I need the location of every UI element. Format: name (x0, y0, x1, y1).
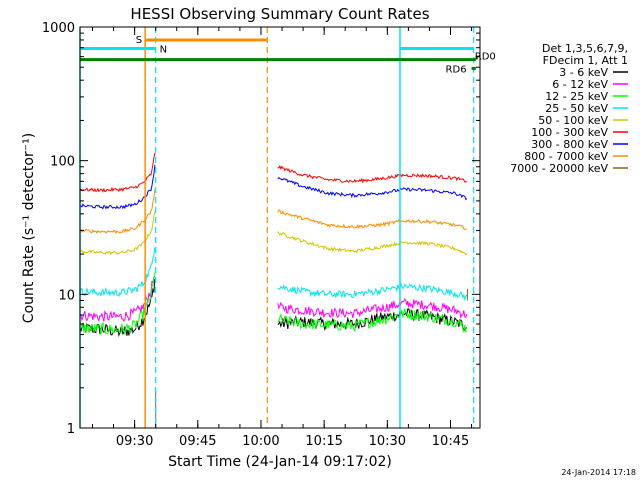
flag-label-n: N (160, 45, 167, 56)
series-300-800-kev-line (79, 164, 156, 210)
series-6-12-kev-line (277, 297, 468, 319)
series-25-50-kev-line (79, 247, 156, 298)
legend-entry-label: 6 - 12 keV (552, 78, 608, 91)
axis-layer: 09:30 09:45 10:00 10:15 10:30 10:45 1 10 100 1000 (42, 21, 480, 449)
y-tick-label: 1000 (42, 21, 75, 36)
y-tick-label: 10 (58, 288, 75, 303)
legend-entry-label: 7000 - 20000 keV (510, 162, 608, 175)
footer-timestamp: 24-Jan-2014 17:18 (561, 468, 636, 477)
flag-label-rd0: RD0 (475, 52, 496, 63)
legend-header: FDecim 1, Att 1 (543, 54, 628, 67)
legend-header: Det 1,3,5,6,7,9, (542, 42, 628, 55)
legend-entry-label: 800 - 7000 keV (524, 150, 608, 163)
series-25-50-kev-line (277, 281, 468, 302)
legend: Det 1,3,5,6,7,9,FDecim 1, Att 13 - 6 keV… (510, 42, 628, 175)
series-12-25-kev-line (79, 272, 156, 336)
x-tick-label: 10:30 (369, 434, 406, 449)
plot-frame (79, 26, 481, 429)
x-tick-label: 10:45 (432, 434, 469, 449)
series-12-25-kev-line (277, 308, 468, 334)
series-100-300-kev-line (277, 165, 467, 184)
series-800-7000-kev-line (277, 209, 468, 231)
x-tick-label: 10:00 (242, 434, 279, 449)
legend-entry-label: 12 - 25 keV (545, 90, 608, 103)
y-tick-label: 1 (67, 422, 75, 437)
legend-entry-label: 25 - 50 keV (545, 102, 608, 115)
series-100-300-kev-line (79, 152, 156, 193)
annotation-layer: S N RD0 RD6 (79, 27, 496, 428)
legend-entry-label: 100 - 300 keV (531, 126, 608, 139)
flag-label-rd6: RD6 (446, 64, 467, 75)
legend-entry-label: 300 - 800 keV (531, 138, 608, 151)
y-axis-label: Count Rate (s⁻¹ detector⁻¹) (21, 133, 37, 323)
series-6-12-kev-line (79, 275, 156, 323)
series-800-7000-kev-line (79, 189, 156, 234)
chart-plot-layer (79, 152, 468, 428)
series-300-800-kev-line (277, 177, 468, 201)
x-tick-label: 09:45 (179, 434, 216, 449)
chart-title: HESSI Observing Summary Count Rates (130, 5, 429, 23)
y-tick-label: 100 (50, 155, 75, 170)
series-50-100-kev-line (277, 231, 468, 256)
x-tick-label: 09:30 (116, 434, 153, 449)
x-axis-label: Start Time (24-Jan-14 09:17:02) (168, 454, 392, 470)
flag-label-s: S (136, 35, 142, 46)
x-tick-label: 10:15 (305, 434, 342, 449)
legend-entry-label: 50 - 100 keV (538, 114, 608, 127)
legend-entry-label: 3 - 6 keV (559, 66, 608, 79)
series-50-100-kev-line (79, 211, 156, 256)
